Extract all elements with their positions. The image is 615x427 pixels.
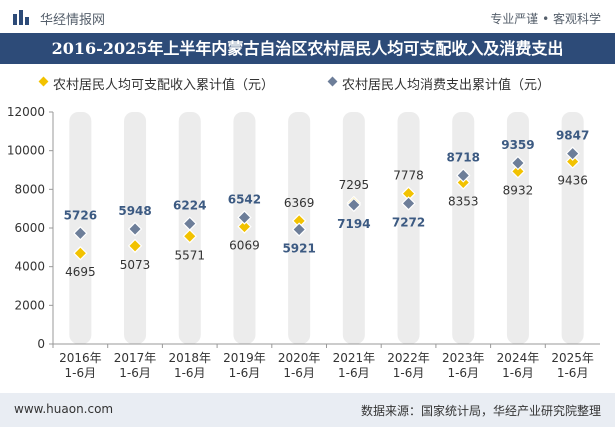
consumption-marker xyxy=(182,216,197,231)
footer-url[interactable]: www.huaon.com xyxy=(14,402,114,416)
x-tick-label: 2024年 1-6月 xyxy=(497,351,540,380)
x-tick-label: 2020年 1-6月 xyxy=(278,351,321,380)
y-tick-label: 12000 xyxy=(7,105,45,119)
income-data-label: 6369 xyxy=(284,196,315,210)
income-marker xyxy=(510,164,526,179)
x-tick-label: 2025年 1-6月 xyxy=(551,351,594,380)
income-marker xyxy=(73,246,88,261)
consumption-data-label: 8718 xyxy=(447,150,480,164)
y-tick-label: 2000 xyxy=(14,298,45,312)
brand-name: 华经情报网 xyxy=(40,13,106,28)
income-marker xyxy=(127,238,143,254)
income-marker xyxy=(401,186,416,201)
y-tick-label: 10000 xyxy=(7,144,45,158)
consumption-marker xyxy=(510,155,526,171)
y-tick-label: 6000 xyxy=(14,221,45,235)
x-tick-label: 2021年 1-6月 xyxy=(333,351,376,380)
consumption-data-label: 5948 xyxy=(118,204,151,218)
y-tick-label: 4000 xyxy=(14,260,45,274)
income-marker xyxy=(182,229,197,244)
legend-label-consumption: 农村居民人均消费支出累计值（元） xyxy=(342,78,551,93)
x-tick-label: 2017年 1-6月 xyxy=(114,351,157,380)
footer-source: 数据来源：国家统计局，华经产业研究院整理 xyxy=(360,404,601,418)
income-data-label: 7778 xyxy=(393,169,424,183)
income-data-label: 4695 xyxy=(65,265,96,279)
footer: www.huaon.com 数据来源：国家统计局，华经产业研究院整理 xyxy=(0,393,615,427)
income-marker xyxy=(237,219,252,234)
legend-label-income: 农村居民人均可支配收入累计值（元） xyxy=(53,78,275,93)
income-data-label: 5073 xyxy=(120,258,151,272)
consumption-data-label: 5921 xyxy=(282,242,315,256)
top-bar: 华经情报网 专业严谨 • 客观科学 xyxy=(0,0,615,33)
consumption-marker xyxy=(565,146,580,161)
consumption-marker xyxy=(291,222,307,237)
x-tick-label: 2016年 1-6月 xyxy=(59,351,102,380)
legend-marker-consumption xyxy=(327,76,338,87)
consumption-marker xyxy=(127,221,143,237)
x-tick-label: 2022年 1-6月 xyxy=(387,351,430,380)
x-tick-label: 2019年 1-6月 xyxy=(223,351,266,380)
consumption-data-label: 7194 xyxy=(337,217,370,231)
x-tick-label: 2023年 1-6月 xyxy=(442,351,485,380)
consumption-marker xyxy=(237,210,252,225)
y-tick-label: 0 xyxy=(37,337,45,351)
income-data-label: 8932 xyxy=(503,183,534,197)
background-bar xyxy=(397,112,420,344)
consumption-marker xyxy=(73,226,88,241)
income-data-label: 5571 xyxy=(174,248,205,262)
consumption-data-label: 6542 xyxy=(228,193,261,207)
chart-plot: 0 2000 4000 6000 8000 10000 12000 2016年 1-6月 2017… xyxy=(7,105,600,380)
consumption-marker xyxy=(401,196,416,211)
x-tick-label: 2018年 1-6月 xyxy=(168,351,211,380)
y-tick-label: 8000 xyxy=(14,182,45,196)
income-data-label: 9436 xyxy=(557,174,588,188)
consumption-data-label: 7272 xyxy=(392,215,425,229)
chart-legend: 农村居民人均可支配收入累计值（元） 农村居民人均消费支出累计值（元） xyxy=(0,70,615,96)
tagline: 专业严谨 • 客观科学 xyxy=(490,12,601,26)
consumption-data-label: 9359 xyxy=(501,138,534,152)
legend-marker-income xyxy=(38,76,49,87)
bar-chart-logo-icon xyxy=(13,10,29,25)
background-bar xyxy=(342,112,365,344)
income-data-label: 6069 xyxy=(229,239,260,253)
income-data-label: 8353 xyxy=(448,195,479,209)
consumption-marker xyxy=(346,197,362,213)
income-marker xyxy=(291,213,307,229)
consumption-data-label: 5726 xyxy=(64,208,97,222)
consumption-marker xyxy=(456,168,471,183)
consumption-data-label: 6224 xyxy=(173,199,206,213)
income-marker xyxy=(565,154,580,169)
consumption-data-label: 9847 xyxy=(556,129,589,143)
chart-title: 2016-2025年上半年内蒙古自治区农村居民人均可支配收入及消费支出 xyxy=(0,33,615,64)
income-data-label: 7295 xyxy=(339,178,370,192)
background-bar xyxy=(561,112,584,344)
background-bar xyxy=(452,112,475,344)
